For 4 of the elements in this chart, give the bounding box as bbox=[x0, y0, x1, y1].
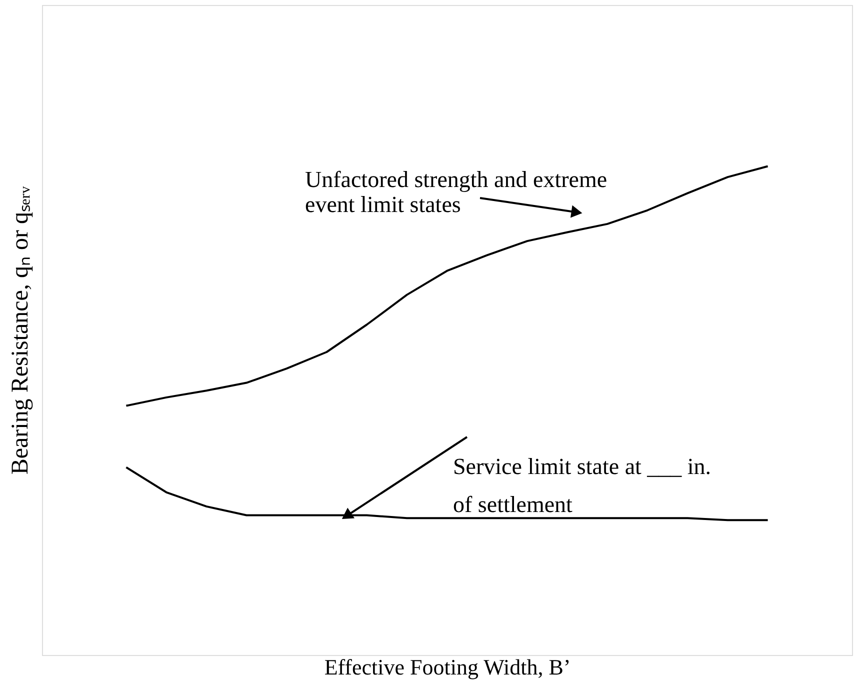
x-axis-title: Effective Footing Width, B’ bbox=[324, 654, 571, 680]
annotation: Service limit state at ___ in. of settlement bbox=[453, 454, 712, 517]
annotation: Unfactored strength and extreme event limit states bbox=[305, 167, 608, 217]
y-axis-title: Bearing Resistance, qₙ or qₛₑᵣᵥ bbox=[8, 185, 34, 475]
